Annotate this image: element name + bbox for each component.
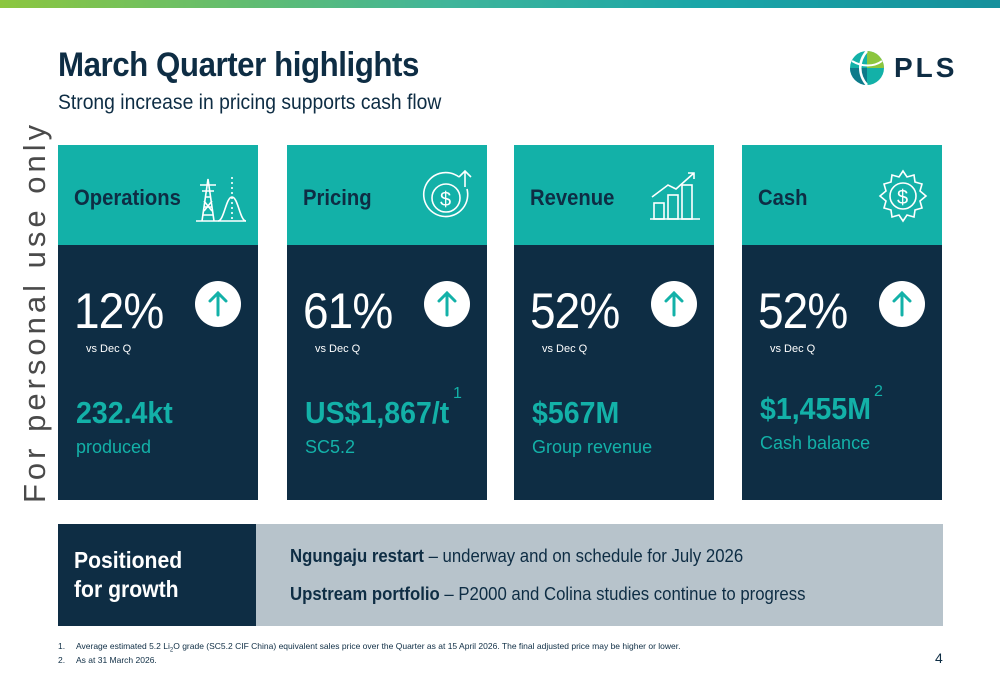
footnote-text: O grade (SC5.2 CIF China) equivalent sal… <box>173 641 681 651</box>
card-operations: Operations 12% vs Dec Q 232.4kt produced <box>58 145 258 500</box>
footnote: 2. As at 31 March 2026. <box>58 655 157 665</box>
card-title: Cash <box>758 185 808 210</box>
page-title: March Quarter highlights <box>58 46 419 84</box>
footnote-marker: 2 <box>874 383 883 400</box>
logo-text: PLS <box>894 52 958 83</box>
metric-label: produced <box>76 437 152 457</box>
card-title: Revenue <box>530 185 615 210</box>
growth-item-heading: Upstream portfolio <box>290 584 440 604</box>
card-title: Pricing <box>303 185 372 210</box>
growth-item-text: – P2000 and Colina studies continue to p… <box>439 584 806 604</box>
growth-item: Upstream portfolio – P2000 and Colina st… <box>290 584 805 605</box>
card-pricing: Pricing $ 61% vs Dec Q US$1,867/t 1 SC5.… <box>287 145 487 500</box>
dollar-gear-icon: $ <box>878 169 928 223</box>
card-cash: Cash $ 52% vs Dec Q $1,455M 2 Cash balan… <box>742 145 942 500</box>
footnote-subscript: 2 <box>169 647 174 654</box>
percent-change: 12% <box>74 283 164 339</box>
globe-icon <box>850 50 884 86</box>
svg-text:$: $ <box>897 187 908 209</box>
growth-item-text: – underway and on schedule for July 2026 <box>423 546 744 566</box>
card-header: Pricing $ <box>287 145 487 245</box>
footnote-marker: 1 <box>453 385 462 402</box>
growth-title: Positioned for growth <box>74 546 182 604</box>
comparison-label: vs Dec Q <box>315 343 361 355</box>
metric-value: $567M <box>532 395 620 430</box>
bar-chart-icon <box>650 172 700 220</box>
pls-logo: PLS <box>848 44 968 92</box>
percent-change: 61% <box>303 283 393 339</box>
footnote-text: As at 31 March 2026. <box>76 655 157 665</box>
growth-item: Ngungaju restart – underway and on sched… <box>290 546 743 567</box>
metric-value: $1,455M <box>760 391 871 426</box>
page-subtitle: Strong increase in pricing supports cash… <box>58 91 442 114</box>
footnote-text: Average estimated 5.2 Li <box>76 641 170 651</box>
comparison-label: vs Dec Q <box>770 343 816 355</box>
pylon-chart-icon <box>196 177 247 222</box>
comparison-label: vs Dec Q <box>542 343 588 355</box>
metric-label: Cash balance <box>760 433 871 453</box>
card-header: Revenue <box>514 145 714 245</box>
metric-label: Group revenue <box>532 437 653 457</box>
metric-value: US$1,867/t <box>305 395 450 430</box>
metric-label: SC5.2 <box>305 437 356 457</box>
watermark: For personal use only <box>17 120 52 503</box>
card-header: Operations <box>58 145 258 245</box>
growth-title-line2: for growth <box>74 576 179 602</box>
percent-change: 52% <box>530 283 620 339</box>
up-arrow-icon <box>651 281 697 327</box>
svg-text:$: $ <box>440 189 451 211</box>
dollar-up-icon: $ <box>422 169 472 218</box>
up-arrow-icon <box>424 281 470 327</box>
percent-change: 52% <box>758 283 848 339</box>
comparison-label: vs Dec Q <box>86 343 132 355</box>
growth-item-heading: Ngungaju restart <box>290 546 424 566</box>
up-arrow-icon <box>879 281 925 327</box>
card-header: Cash $ <box>742 145 942 245</box>
up-arrow-icon <box>195 281 241 327</box>
footnote-number: 2. <box>58 655 66 665</box>
metric-value: 232.4kt <box>76 395 173 430</box>
top-gradient-bar <box>0 0 1000 8</box>
footnote-number: 1. <box>58 641 66 651</box>
page-number: 4 <box>935 650 943 666</box>
growth-panel: Positioned for growth <box>58 524 256 626</box>
growth-details: Ngungaju restart – underway and on sched… <box>256 524 943 626</box>
card-title: Operations <box>74 185 181 210</box>
growth-title-line1: Positioned <box>74 547 183 573</box>
footnote: 1. Average estimated 5.2 Li2O grade (SC5.… <box>58 641 681 654</box>
card-revenue: Revenue 52% vs Dec Q $567M Group revenue <box>514 145 714 500</box>
